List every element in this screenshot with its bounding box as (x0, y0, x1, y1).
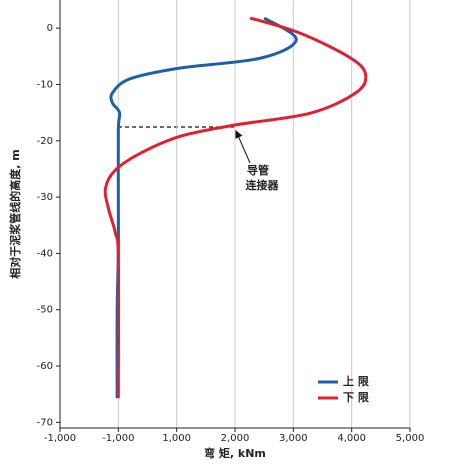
y-tick-label: -70 (37, 417, 53, 428)
annotation: 导管 (247, 163, 269, 177)
y-tick-label: -60 (37, 361, 53, 372)
line (103, 16, 368, 399)
x-tick-label: 5,000 (396, 433, 425, 444)
x-tick-label: -1,000 (44, 433, 76, 444)
y-tick-label: 0 (47, 23, 53, 34)
y-tick-label: -10 (37, 79, 53, 90)
y-tick-label: -40 (37, 248, 53, 259)
legend-label: 上 限 (343, 374, 369, 388)
y-tick-label: -20 (37, 136, 53, 147)
connector-arrow (235, 130, 251, 164)
x-tick-label: 3,000 (279, 433, 308, 444)
annotation: 连接器 (246, 178, 280, 192)
legend-label: 下 限 (343, 390, 369, 404)
line (109, 16, 298, 399)
y-axis-label: 相对于泥浆管线的高度, m (8, 149, 22, 278)
x-tick-label: 2,000 (221, 433, 250, 444)
x-tick-label: 1,000 (162, 433, 191, 444)
y-tick-label: -30 (37, 192, 53, 203)
x-tick-label: 4,000 (337, 433, 366, 444)
x-tick-label: -1,000 (102, 433, 134, 444)
y-tick-label: -50 (37, 305, 53, 316)
x-axis-label: 弯 矩, kNm (204, 446, 266, 460)
